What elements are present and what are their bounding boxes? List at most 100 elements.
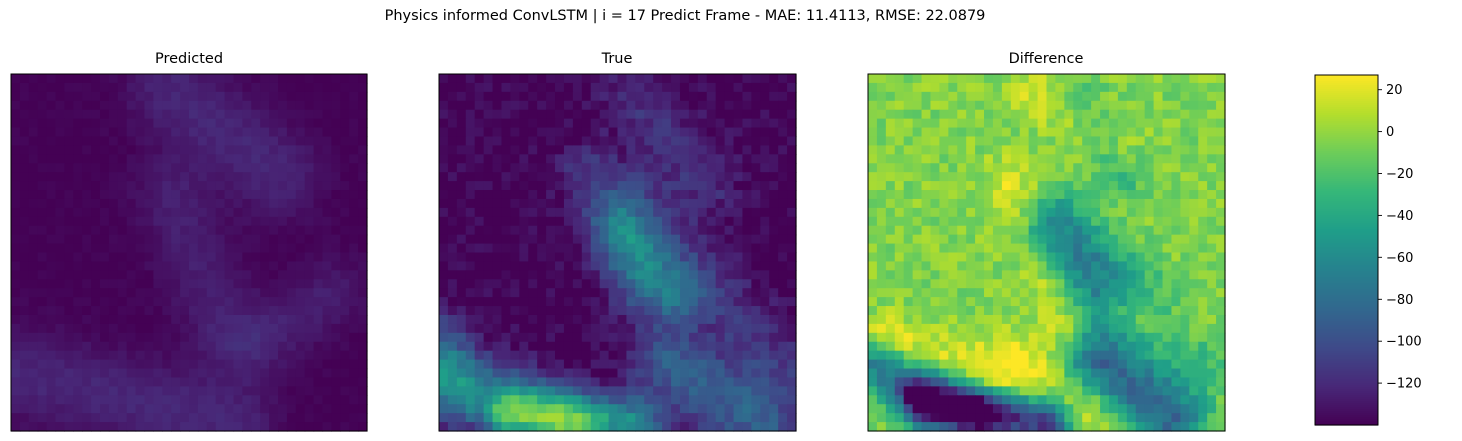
- heatmap-cell: [966, 288, 976, 298]
- heatmap-cell: [1180, 109, 1190, 120]
- heatmap-cell: [11, 270, 21, 280]
- heatmap-cell: [992, 252, 1003, 263]
- heatmap-cell: [769, 288, 779, 298]
- heatmap-cell: [37, 109, 48, 120]
- heatmap-cell: [671, 243, 681, 254]
- heatmap-cell: [278, 359, 288, 370]
- heatmap-cell: [100, 377, 110, 387]
- heatmap-cell: [465, 207, 476, 218]
- colorbar-segment: [1315, 167, 1378, 170]
- heatmap-cell: [903, 314, 914, 325]
- heatmap-cell: [760, 368, 770, 379]
- heatmap-cell: [1189, 404, 1199, 414]
- heatmap-cell: [1180, 413, 1190, 423]
- heatmap-cell: [653, 368, 663, 379]
- heatmap-cell: [331, 359, 341, 370]
- heatmap-cell: [555, 377, 565, 387]
- heatmap-cell: [1037, 207, 1048, 218]
- heatmap-cell: [912, 306, 923, 316]
- heatmap-cell: [73, 207, 83, 218]
- heatmap-cell: [492, 332, 503, 343]
- heatmap-cell: [153, 341, 163, 352]
- heatmap-cell: [1216, 368, 1226, 379]
- heatmap-cell: [599, 297, 610, 307]
- heatmap-cell: [644, 154, 654, 164]
- heatmap-cell: [46, 172, 57, 182]
- heatmap-cell: [876, 207, 887, 218]
- heatmap-cell: [1028, 225, 1039, 236]
- heatmap-cell: [653, 136, 663, 147]
- heatmap-cell: [733, 225, 744, 236]
- heatmap-cell: [617, 279, 628, 289]
- heatmap-cell: [590, 198, 601, 209]
- heatmap-cell: [975, 225, 985, 236]
- heatmap-cell: [206, 154, 217, 164]
- heatmap-cell: [260, 413, 270, 423]
- heatmap-cell: [510, 270, 520, 280]
- heatmap-cell: [501, 225, 512, 236]
- heatmap-cell: [439, 368, 449, 379]
- heatmap-cell: [144, 395, 154, 405]
- heatmap-cell: [295, 341, 306, 352]
- heatmap-cell: [206, 225, 217, 236]
- heatmap-cell: [28, 314, 39, 325]
- heatmap-cell: [1010, 359, 1021, 370]
- heatmap-cell: [1189, 154, 1199, 164]
- heatmap-cell: [876, 404, 887, 414]
- heatmap-cell: [474, 91, 485, 102]
- heatmap-cell: [715, 279, 726, 289]
- heatmap-cell: [706, 109, 717, 120]
- heatmap-cell: [28, 261, 39, 271]
- heatmap-cell: [966, 270, 976, 280]
- heatmap-cell: [555, 323, 565, 334]
- heatmap-cell: [644, 234, 654, 245]
- heatmap-cell: [626, 279, 636, 289]
- heatmap-cell: [966, 252, 976, 263]
- heatmap-cell: [912, 279, 923, 289]
- heatmap-cell: [260, 172, 270, 182]
- heatmap-cell: [608, 118, 619, 129]
- heatmap-cell: [644, 181, 654, 191]
- heatmap-cell: [939, 109, 949, 120]
- heatmap-cell: [1073, 181, 1083, 191]
- heatmap-cell: [242, 261, 252, 271]
- heatmap-cell: [447, 118, 458, 129]
- heatmap-cell: [82, 216, 92, 227]
- heatmap-cell: [572, 332, 583, 343]
- heatmap-cell: [126, 118, 137, 129]
- heatmap-cell: [555, 404, 565, 414]
- heatmap-cell: [921, 261, 932, 271]
- heatmap-cell: [903, 127, 914, 138]
- heatmap-cell: [1189, 279, 1199, 289]
- heatmap-cell: [28, 109, 39, 120]
- heatmap-cell: [876, 279, 887, 289]
- heatmap-cell: [1126, 91, 1137, 102]
- heatmap-cell: [206, 234, 217, 245]
- heatmap-cell: [581, 386, 592, 396]
- heatmap-cell: [501, 422, 512, 432]
- heatmap-cell: [939, 297, 949, 307]
- heatmap-cell: [144, 422, 154, 432]
- heatmap-cell: [563, 404, 574, 414]
- heatmap-cell: [322, 350, 332, 361]
- heatmap-cell: [733, 297, 744, 307]
- heatmap-cell: [439, 377, 449, 387]
- heatmap-cell: [1100, 190, 1110, 200]
- heatmap-cell: [894, 252, 905, 263]
- heatmap-cell: [73, 252, 83, 263]
- heatmap-cell: [1108, 216, 1119, 227]
- heatmap-cell: [563, 127, 574, 138]
- heatmap-cell: [1028, 422, 1039, 432]
- heatmap-cell: [555, 91, 565, 102]
- heatmap-cell: [885, 145, 896, 155]
- heatmap-cell: [876, 422, 887, 432]
- heatmap-cell: [331, 109, 341, 120]
- heatmap-cell: [975, 118, 985, 129]
- heatmap-cell: [555, 136, 565, 147]
- heatmap-cell: [1055, 109, 1065, 120]
- heatmap-cell: [55, 270, 65, 280]
- heatmap-cell: [519, 413, 529, 423]
- heatmap-cell: [742, 243, 752, 254]
- heatmap-cell: [742, 163, 752, 173]
- heatmap-cell: [91, 288, 101, 298]
